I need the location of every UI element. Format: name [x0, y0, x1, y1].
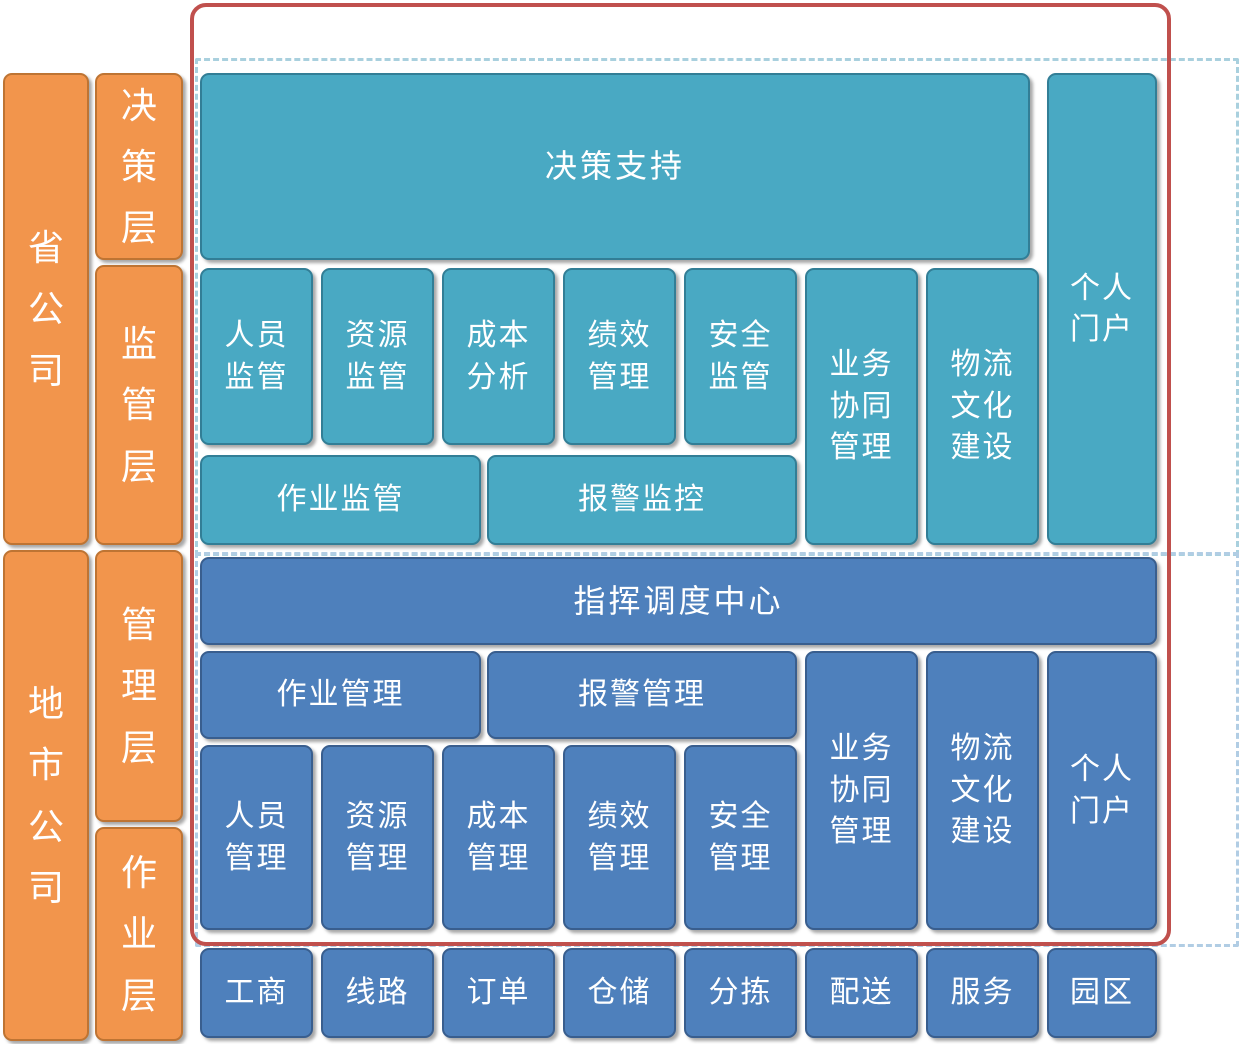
- block-route: 线路: [321, 948, 434, 1038]
- block-personnel-supervision: 人员 监管: [200, 268, 313, 445]
- block-alarm-monitoring: 报警监控: [487, 455, 797, 545]
- layer-decision: 决 策 层: [95, 73, 183, 260]
- block-sorting: 分拣: [684, 948, 797, 1038]
- block-business-collaboration-city: 业务 协同 管理: [805, 651, 918, 930]
- block-logistics-culture-province: 物流 文化 建设: [926, 268, 1039, 545]
- block-decision-support: 决策支持: [200, 73, 1030, 260]
- block-order: 订单: [442, 948, 555, 1038]
- block-safety-supervision: 安全 监管: [684, 268, 797, 445]
- block-personnel-management: 人员 管理: [200, 745, 313, 930]
- block-warehouse: 仓储: [563, 948, 676, 1038]
- block-safety-management: 安全 管理: [684, 745, 797, 930]
- block-personal-portal-province: 个人 门户: [1047, 73, 1157, 545]
- layer-operation: 作 业 层: [95, 827, 183, 1041]
- block-alarm-management: 报警管理: [487, 651, 797, 739]
- block-resource-management: 资源 管理: [321, 745, 434, 930]
- block-service: 服务: [926, 948, 1039, 1038]
- layer-supervision: 监 管 层: [95, 265, 183, 545]
- block-park: 园区: [1047, 948, 1157, 1038]
- block-personal-portal-city: 个人 门户: [1047, 651, 1157, 930]
- block-industry-commerce: 工商: [200, 948, 313, 1038]
- block-operation-management: 作业管理: [200, 651, 481, 739]
- block-cost-analysis: 成本 分析: [442, 268, 555, 445]
- column-city-company: 地 市 公 司: [3, 550, 89, 1041]
- block-business-collaboration-province: 业务 协同 管理: [805, 268, 918, 545]
- block-performance-management-province: 绩效 管理: [563, 268, 676, 445]
- block-operation-supervision: 作业监管: [200, 455, 481, 545]
- block-delivery: 配送: [805, 948, 918, 1038]
- column-province-company: 省 公 司: [3, 73, 89, 545]
- block-resource-supervision: 资源 监管: [321, 268, 434, 445]
- block-command-dispatch-center: 指挥调度中心: [200, 557, 1157, 645]
- layer-management: 管 理 层: [95, 550, 183, 822]
- block-cost-management: 成本 管理: [442, 745, 555, 930]
- block-performance-management-city: 绩效 管理: [563, 745, 676, 930]
- block-logistics-culture-city: 物流 文化 建设: [926, 651, 1039, 930]
